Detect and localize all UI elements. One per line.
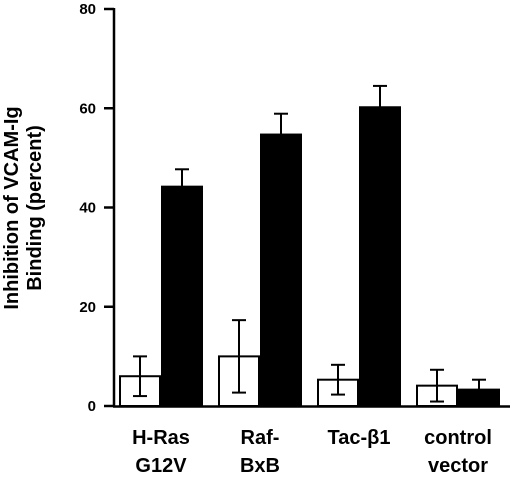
y-axis-title-line1: Inhibition of VCAM-Ig <box>1 106 23 309</box>
y-axis-title: Inhibition of VCAM-Ig Binding (percent) <box>1 106 46 309</box>
error-bars <box>133 84 486 403</box>
error-bar <box>133 355 147 398</box>
bar-filled <box>359 106 401 407</box>
error-bar <box>373 84 387 108</box>
bar-filled <box>458 388 500 407</box>
bar-filled <box>260 133 302 408</box>
y-tick-label: 60 <box>79 100 96 117</box>
bars <box>119 106 500 408</box>
category-label-line2: BxB <box>240 455 280 477</box>
y-tick-label: 0 <box>88 398 96 415</box>
category-label-line2: G12V <box>135 455 187 477</box>
category-label-line1: Tac-β1 <box>328 427 391 449</box>
category-label-line1: H-Ras <box>132 427 190 449</box>
category-label-line1: Raf- <box>241 427 280 449</box>
bar-filled <box>161 185 203 407</box>
error-bar <box>175 168 189 187</box>
error-bar <box>472 378 486 390</box>
y-tick-label: 40 <box>79 200 96 217</box>
category-label-line1: control <box>424 427 492 449</box>
error-bar <box>274 112 288 135</box>
category-label-line2: vector <box>428 455 488 477</box>
y-tick-label: 20 <box>79 299 96 316</box>
y-tick-label: 80 <box>79 1 96 18</box>
category-labels: H-Ras G12V Raf- BxB Tac-β1 control vector <box>132 427 492 477</box>
error-bar <box>430 368 444 403</box>
error-bar <box>331 363 345 396</box>
y-axis-ticks: 0 20 40 60 80 <box>79 1 114 415</box>
y-axis-title-line2: Binding (percent) <box>24 125 46 291</box>
error-bar <box>232 319 246 394</box>
